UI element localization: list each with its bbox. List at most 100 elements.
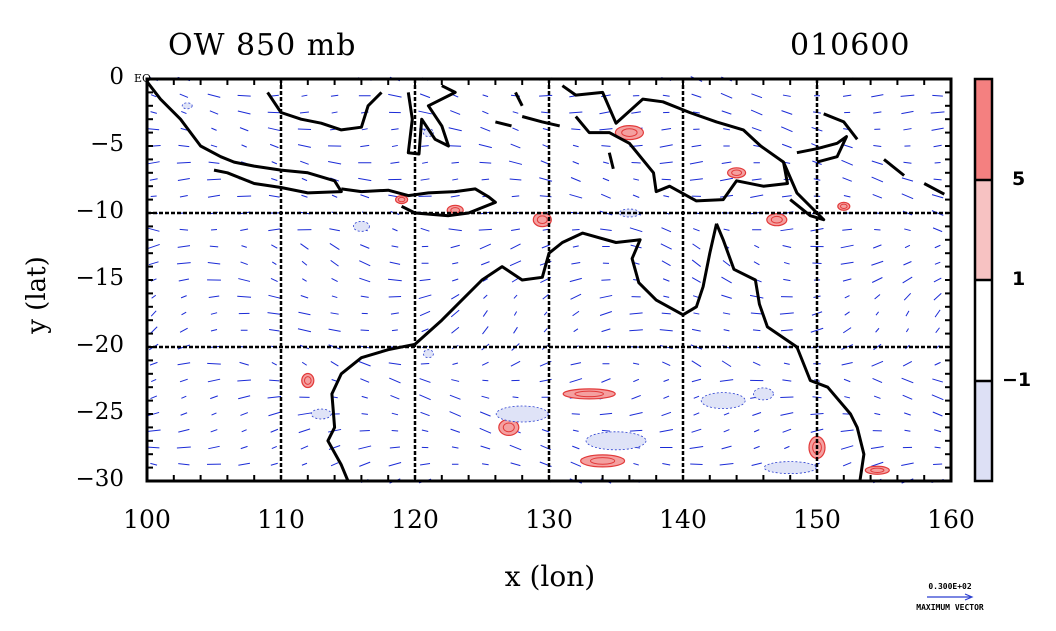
wind-vector (782, 379, 792, 382)
wind-vector (783, 278, 791, 282)
wind-vector (659, 428, 673, 433)
wind-vector (570, 362, 582, 366)
wind-vector (629, 429, 643, 432)
wind-vector (270, 428, 279, 433)
wind-vector (512, 111, 519, 114)
wind-vector (572, 144, 579, 148)
wind-vector (692, 243, 701, 250)
wind-vector (904, 429, 911, 432)
wind-vector (901, 462, 914, 467)
wind-vector (542, 127, 549, 131)
wind-vector (391, 412, 399, 416)
wind-vector (149, 361, 158, 366)
wind-vector (693, 312, 700, 315)
wind-vector (178, 278, 190, 282)
wind-vector (902, 276, 913, 284)
reference-vector: 0.300E+02 MAXIMUM VECTOR (890, 582, 1010, 612)
wind-vector (511, 228, 520, 232)
wind-vector (934, 361, 941, 366)
wind-vector (905, 328, 909, 333)
negative-contour (585, 431, 647, 451)
wind-vector (751, 93, 763, 99)
wind-vector (871, 360, 884, 367)
wind-vector (361, 128, 368, 131)
reference-vector-value: 0.300E+02 (928, 582, 972, 591)
wind-vector (721, 360, 732, 368)
wind-vector (933, 463, 943, 466)
wind-vector (601, 328, 611, 333)
wind-vector (781, 143, 792, 149)
wind-vector (420, 178, 430, 181)
positive-contour (770, 215, 783, 224)
wind-vector (932, 94, 943, 97)
wind-vector (358, 445, 372, 450)
wind-vector (330, 259, 339, 267)
wind-vector (569, 111, 583, 114)
wind-vector (207, 362, 221, 365)
wind-vector (388, 462, 402, 467)
java-coast (145, 80, 343, 195)
wind-vector (178, 428, 190, 433)
wind-vector (662, 463, 671, 466)
wind-vector (689, 161, 703, 165)
wind-vector (482, 379, 489, 382)
wind-vector (209, 245, 219, 248)
wind-vector (842, 278, 852, 282)
wind-vector (842, 327, 852, 334)
wind-vector (600, 228, 612, 231)
wind-vector (267, 127, 281, 132)
wind-vector (842, 94, 852, 97)
wind-vector (723, 329, 730, 332)
y-tick-label: −25 (75, 399, 124, 425)
wind-vector (238, 278, 251, 282)
equator-label: EQ (134, 72, 151, 85)
wind-vector (783, 261, 790, 265)
positive-contour (621, 128, 638, 137)
wind-vector (328, 160, 342, 165)
wind-vector (388, 278, 402, 282)
wind-vector (449, 394, 461, 400)
colorbar-segment (975, 381, 992, 481)
wind-vector (751, 127, 762, 132)
wind-vector (210, 144, 218, 148)
wind-vector (419, 378, 431, 383)
wind-vector (271, 261, 277, 265)
seram-coast (521, 115, 561, 128)
wind-vector (450, 309, 460, 318)
wind-vector (723, 128, 730, 131)
wind-vector (360, 194, 370, 199)
wind-vector (633, 378, 640, 383)
wind-vector (661, 411, 672, 417)
wind-vector (391, 329, 398, 332)
wind-vector (239, 361, 249, 366)
wind-vector (421, 328, 429, 333)
wind-vector (539, 177, 553, 182)
wind-vector (301, 177, 308, 182)
wind-vector (870, 445, 884, 450)
wind-vector (207, 262, 221, 265)
wind-vector (361, 413, 368, 415)
wind-vector (903, 292, 912, 301)
wind-vector (752, 361, 761, 366)
wind-vector (691, 277, 701, 283)
wind-vector (599, 128, 613, 131)
wind-vector (509, 260, 522, 267)
wind-vector (267, 312, 282, 315)
wind-vector (691, 360, 702, 368)
wind-vector (934, 244, 941, 249)
wind-vector (271, 161, 278, 165)
wind-vector (479, 161, 492, 164)
wind-vector (601, 429, 611, 432)
wind-vector (207, 178, 221, 181)
wind-vector (301, 194, 308, 198)
positive-contour (590, 457, 616, 465)
wind-vector (572, 445, 580, 450)
positive-contour (397, 196, 406, 203)
wind-vector (629, 312, 643, 315)
wind-vector (451, 446, 459, 449)
wind-vector (210, 329, 218, 332)
wind-vector (448, 127, 462, 132)
wind-vector (691, 259, 701, 267)
wind-vector (510, 243, 521, 250)
wind-vector (750, 109, 763, 116)
